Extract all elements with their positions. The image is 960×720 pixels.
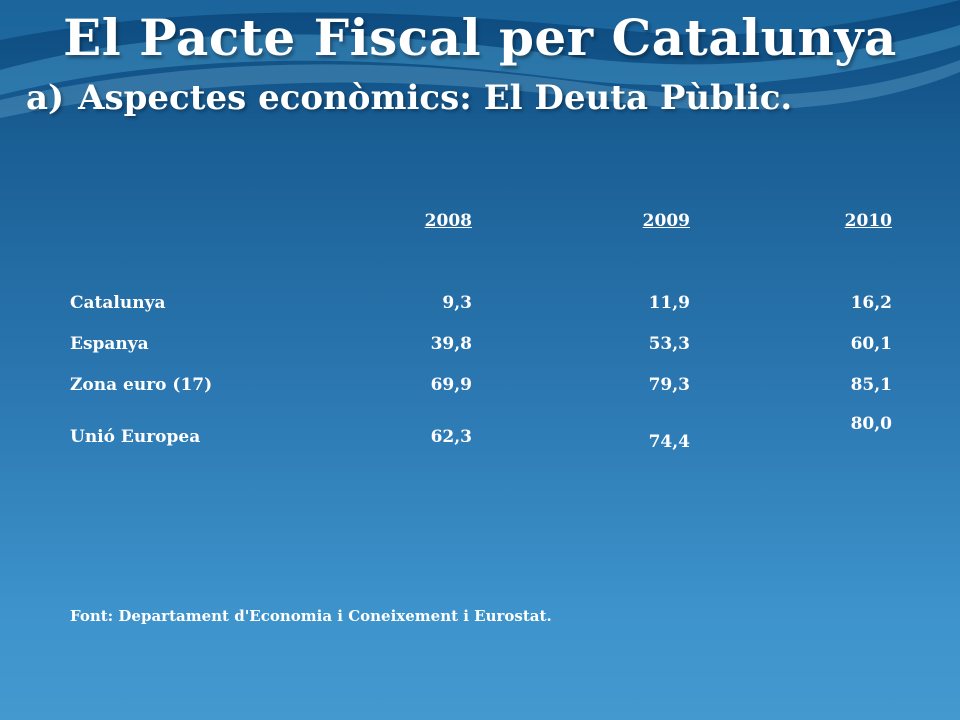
table-cell: 16,2	[850, 293, 892, 313]
subtitle-part-1: Aspectes econòmics:	[78, 78, 472, 118]
row-label-espanya: Espanya	[70, 334, 149, 354]
table-cell: 11,9	[648, 293, 690, 313]
column-header-2009: 2009	[642, 211, 690, 231]
column-header-2010: 2010	[844, 211, 892, 231]
table-cell: 79,3	[648, 375, 690, 395]
column-header-2008: 2008	[424, 211, 472, 231]
subtitle-list-marker: a)	[26, 78, 65, 118]
row-label-catalunya: Catalunya	[70, 293, 166, 313]
table-cell: 53,3	[648, 334, 690, 354]
slide-title: El Pacte Fiscal per Catalunya	[63, 8, 897, 67]
table-cell: 60,1	[850, 334, 892, 354]
table-cell: 80,0	[850, 414, 892, 434]
source-note: Font: Departament d'Economia i Coneixeme…	[70, 607, 552, 625]
subtitle-part-2: El Deuta Pùblic.	[483, 78, 793, 118]
row-label-unio-europea: Unió Europea	[70, 427, 201, 447]
table-cell: 62,3	[430, 427, 472, 447]
slide-subtitle: a) Aspectes econòmics: El Deuta Pùblic.	[26, 74, 792, 122]
row-label-zona-euro: Zona euro (17)	[70, 375, 213, 395]
table-cell: 39,8	[430, 334, 472, 354]
table-cell: 69,9	[430, 375, 472, 395]
table-cell: 74,4	[648, 432, 690, 452]
table-cell: 85,1	[850, 375, 892, 395]
table-cell: 9,3	[442, 293, 472, 313]
